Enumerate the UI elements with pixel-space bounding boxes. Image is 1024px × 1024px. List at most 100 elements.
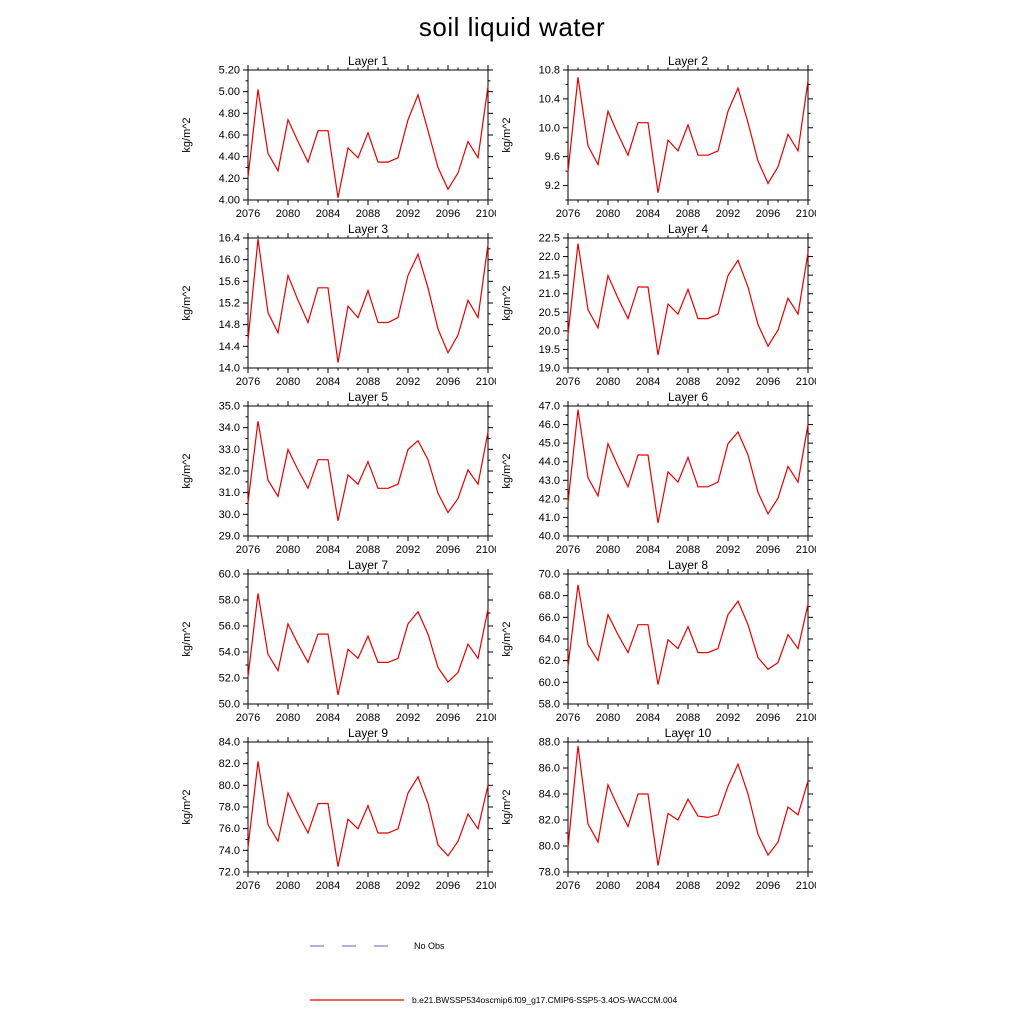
y-tick-label: 4.00: [219, 195, 240, 207]
layer-7-chart: 2076 2080 2084 2088 2092 2096 2100 50.0 52.0 54.0…: [181, 558, 500, 724]
x-tick-label: 2084: [316, 376, 340, 388]
layer-8-chart: 2076 2080 2084 2088 2092 2096 2100 58.0 60.0 62.0…: [501, 558, 820, 724]
data-series-line: [247, 593, 489, 696]
y-tick-label: 35.0: [219, 401, 240, 413]
panel-cell-layer-3: 2076 2080 2084 2088 2092 2096 2100 14.0 14.4 14.8…: [176, 222, 500, 390]
y-tick-label: 20.0: [539, 325, 560, 337]
y-tick-label: 76.0: [219, 823, 240, 835]
y-tick-label: 54.0: [219, 647, 240, 659]
y-tick-label: 46.0: [539, 419, 560, 431]
y-tick-label: 16.0: [219, 254, 240, 266]
x-tick-label: 2080: [596, 376, 620, 388]
y-tick-label: 20.5: [539, 307, 560, 319]
panel-cell-layer-9: 2076 2080 2084 2088 2092 2096 2100 72.0 74.0 76.0…: [176, 726, 500, 894]
panel-cell-layer-5: 2076 2080 2084 2088 2092 2096 2100 29.0 30.0 31.0…: [176, 390, 500, 558]
y-tick-label: 41.0: [539, 512, 560, 524]
y-tick-label: 72.0: [219, 867, 240, 879]
x-tick-label: 2096: [436, 880, 460, 892]
x-tick-label: 2088: [676, 376, 700, 388]
y-tick-label: 34.0: [219, 422, 240, 434]
y-tick-label: 80.0: [539, 841, 560, 853]
legend-entry-no-obs: No Obs: [308, 940, 445, 952]
x-tick-label: 2092: [716, 712, 740, 724]
data-series-line: [567, 409, 809, 524]
y-axis-label: kg/m^2: [501, 117, 513, 152]
y-tick-label: 64.0: [539, 634, 560, 646]
x-tick-label: 2096: [436, 376, 460, 388]
y-tick-label: 68.0: [539, 590, 560, 602]
x-tick-label: 2088: [356, 208, 380, 220]
y-tick-label: 58.0: [219, 595, 240, 607]
layer-10-chart: 2076 2080 2084 2088 2092 2096 2100 78.0 80.0 82.0…: [501, 726, 820, 892]
y-tick-label: 19.0: [539, 363, 560, 375]
chart-grid: 2076 2080 2084 2088 2092 2096 2100 4.00 4.20 4.40…: [176, 54, 820, 894]
x-tick-label: 2080: [276, 208, 300, 220]
x-tick-label: 2076: [556, 880, 580, 892]
no-obs-line-swatch: [310, 945, 406, 947]
y-tick-label: 60.0: [219, 569, 240, 581]
y-tick-label: 5.00: [219, 86, 240, 98]
x-tick-label: 2080: [596, 712, 620, 724]
y-tick-label: 31.0: [219, 487, 240, 499]
x-tick-label: 2076: [236, 712, 260, 724]
panel-title: Layer 2: [668, 54, 708, 68]
x-tick-label: 2096: [436, 208, 460, 220]
x-tick-label: 2092: [396, 880, 420, 892]
x-tick-label: 2084: [316, 208, 340, 220]
y-axis-label: kg/m^2: [181, 621, 193, 656]
x-tick-label: 2080: [596, 208, 620, 220]
panel-cell-layer-2: 2076 2080 2084 2088 2092 2096 2100 9.2 9.6 10.0 10…: [496, 54, 820, 222]
x-tick-label: 2092: [396, 712, 420, 724]
x-tick-label: 2092: [396, 544, 420, 556]
data-series-line: [247, 421, 489, 521]
x-tick-label: 2076: [556, 712, 580, 724]
y-tick-label: 82.0: [539, 815, 560, 827]
x-tick-label: 2096: [436, 712, 460, 724]
legend-entry-series: b.e21.BWSSP534oscmip6.f09_g17.CMIP6-SSP5…: [308, 994, 677, 1006]
plot-frame: [247, 69, 489, 201]
x-tick-label: 2084: [316, 880, 340, 892]
x-tick-label: 2100: [476, 712, 496, 724]
x-tick-label: 2080: [596, 544, 620, 556]
x-tick-label: 2088: [676, 208, 700, 220]
x-tick-label: 2100: [476, 880, 496, 892]
data-series-line: [567, 584, 809, 685]
y-tick-label: 50.0: [219, 699, 240, 711]
y-tick-label: 19.5: [539, 344, 560, 356]
panel-cell-layer-1: 2076 2080 2084 2088 2092 2096 2100 4.00 4.20 4.40…: [176, 54, 500, 222]
y-tick-label: 78.0: [539, 867, 560, 879]
y-tick-label: 14.8: [219, 319, 240, 331]
y-tick-label: 14.4: [219, 341, 240, 353]
panel-title: Layer 4: [668, 222, 708, 236]
y-tick-label: 80.0: [219, 780, 240, 792]
x-tick-label: 2080: [276, 544, 300, 556]
x-tick-label: 2076: [236, 208, 260, 220]
x-tick-label: 2088: [676, 880, 700, 892]
y-tick-label: 86.0: [539, 763, 560, 775]
plot-frame: [247, 573, 489, 705]
layer-4-chart: 2076 2080 2084 2088 2092 2096 2100 19.0 19.5 20.0…: [501, 222, 820, 388]
panel-title: Layer 5: [348, 390, 388, 404]
panel-title: Layer 1: [348, 54, 388, 68]
x-tick-label: 2092: [716, 208, 740, 220]
x-tick-label: 2096: [756, 376, 780, 388]
panel-title: Layer 7: [348, 558, 388, 572]
y-axis-label: kg/m^2: [181, 453, 193, 488]
x-tick-label: 2096: [756, 544, 780, 556]
y-tick-label: 70.0: [539, 569, 560, 581]
y-tick-label: 78.0: [219, 802, 240, 814]
y-tick-label: 22.0: [539, 251, 560, 263]
x-tick-label: 2100: [476, 544, 496, 556]
panel-title: Layer 6: [668, 390, 708, 404]
layer-6-chart: 2076 2080 2084 2088 2092 2096 2100 40.0 41.0 42.0…: [501, 390, 820, 556]
y-tick-label: 4.40: [219, 151, 240, 163]
panel-title: Layer 9: [348, 726, 388, 740]
y-tick-label: 10.4: [539, 93, 560, 105]
layer-5-chart: 2076 2080 2084 2088 2092 2096 2100 29.0 30.0 31.0…: [181, 390, 500, 556]
y-tick-label: 10.0: [539, 122, 560, 134]
y-axis-label: kg/m^2: [501, 285, 513, 320]
x-tick-label: 2088: [356, 376, 380, 388]
data-series-line: [247, 239, 489, 363]
y-axis-label: kg/m^2: [181, 117, 193, 152]
